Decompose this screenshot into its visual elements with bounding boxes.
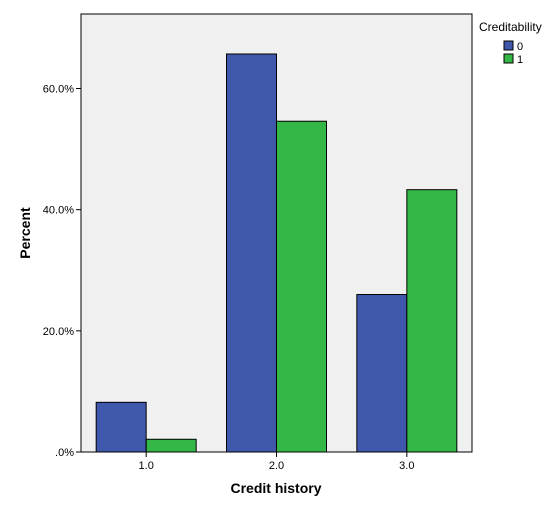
y-axis-label: Percent	[17, 207, 33, 259]
y-tick-label: 40.0%	[43, 205, 74, 217]
legend-swatch-1	[503, 53, 514, 64]
y-tick-label: 20.0%	[43, 326, 74, 338]
legend-swatch-0	[503, 40, 514, 51]
bar-series-0-2.0	[226, 53, 277, 453]
bar-series-1-3.0	[406, 189, 458, 453]
legend-label-1: 1	[517, 54, 523, 66]
x-axis-label: Credit history	[230, 480, 321, 496]
bars-layer	[95, 53, 458, 453]
legend: Creditability 01	[479, 20, 542, 66]
y-axis: .0% 20.0% 40.0% 60.0%	[43, 84, 81, 459]
x-axis: 1.0 2.0 3.0	[139, 452, 414, 472]
y-tick-label: 60.0%	[43, 84, 74, 96]
bar-series-0-3.0	[356, 293, 408, 453]
y-tick-label: .0%	[55, 447, 74, 459]
legend-title: Creditability	[479, 20, 542, 34]
bar-series-1-2.0	[276, 120, 327, 453]
bar-series-0-1.0	[95, 401, 147, 453]
x-tick-label: 1.0	[139, 460, 154, 472]
x-tick-label: 2.0	[269, 460, 284, 472]
legend-items: 01	[503, 40, 523, 66]
x-tick-label: 3.0	[399, 460, 414, 472]
bar-series-1-1.0	[145, 438, 197, 453]
legend-label-0: 0	[517, 41, 523, 53]
